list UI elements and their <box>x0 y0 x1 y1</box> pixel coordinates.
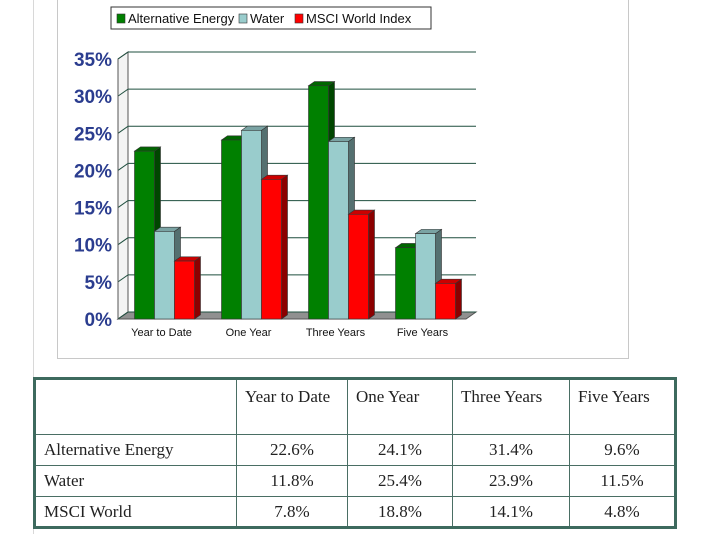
table-cell: 11.5% <box>569 465 676 497</box>
table-cell: 22.6% <box>236 434 348 466</box>
bar <box>395 247 416 320</box>
gridline-depth <box>117 311 129 320</box>
legend-label: Water <box>250 11 285 26</box>
table-cell: 25.4% <box>347 465 453 497</box>
row-label: Water <box>34 465 237 497</box>
legend-swatch <box>238 13 248 24</box>
table-header-row: Year to Date One Year Three Years Five Y… <box>34 378 676 435</box>
table-header-cell <box>34 378 237 435</box>
y-tick-label: 10% <box>74 236 112 257</box>
bar-side <box>455 278 462 320</box>
bar-group-msci-world-index <box>260 174 289 320</box>
legend-box <box>110 6 432 30</box>
bar <box>348 213 369 320</box>
table-cell: 7.8% <box>236 496 348 528</box>
row-label: MSCI World <box>34 496 237 528</box>
bar-side <box>281 174 288 320</box>
y-tick-label: 30% <box>74 87 112 108</box>
table-header-cell: Year to Date <box>236 378 348 435</box>
row-label: Alternative Energy <box>34 434 237 466</box>
legend: Alternative Energy Water MSCI World Index <box>110 6 432 30</box>
bar <box>154 231 175 320</box>
table-header-cell: Three Years <box>452 378 570 435</box>
bar <box>241 130 262 320</box>
table-cell: 9.6% <box>569 434 676 466</box>
x-tick-label: Three Years <box>306 327 366 339</box>
table-header-cell: One Year <box>347 378 453 435</box>
bar <box>415 233 436 320</box>
bar-group-msci-world-index <box>434 278 463 320</box>
gridline-depth <box>117 200 129 208</box>
gridline-depth <box>117 88 129 97</box>
table-cell: 11.8% <box>236 465 348 497</box>
bar <box>435 283 456 320</box>
bar <box>328 141 349 320</box>
bar-group-msci-world-index <box>347 209 376 320</box>
bar-chart: 0% 5% 10% 15% 20% 25% 30% 35% Year to Date One Ye… <box>74 6 478 339</box>
table-cell: 24.1% <box>347 434 453 466</box>
bar <box>221 139 242 320</box>
y-tick-label: 25% <box>74 124 112 145</box>
bar-side <box>194 256 201 320</box>
table-cell: 18.8% <box>347 496 453 528</box>
table-row: MSCI World 7.8% 18.8% 14.1% 4.8% <box>34 496 676 528</box>
chart-frame: 0% 5% 10% 15% 20% 25% 30% 35% Year to Date One Ye… <box>57 0 629 359</box>
legend-label: MSCI World Index <box>306 11 412 26</box>
table-cell: 23.9% <box>452 465 570 497</box>
gridline-depth <box>117 237 129 246</box>
bar-group-msci-world-index <box>173 256 202 320</box>
table-cell: 4.8% <box>569 496 676 528</box>
bar <box>261 179 282 320</box>
table-row: Alternative Energy 22.6% 24.1% 31.4% 9.6… <box>34 434 676 466</box>
bar <box>134 150 155 320</box>
y-tick-label: 20% <box>74 161 112 182</box>
legend-swatch <box>116 13 126 24</box>
page-divider-line <box>33 0 34 534</box>
x-tick-label: Five Years <box>397 327 449 339</box>
bar <box>174 260 195 320</box>
y-tick-label: 0% <box>85 310 113 331</box>
table-row: Water 11.8% 25.4% 23.9% 11.5% <box>34 465 676 497</box>
y-tick-label: 35% <box>74 50 112 71</box>
bar-side <box>368 209 375 320</box>
table-header-cell: Five Years <box>569 378 676 435</box>
legend-swatch <box>294 13 304 24</box>
gridline-depth <box>117 274 129 283</box>
data-table: Year to Date One Year Three Years Five Y… <box>33 377 677 529</box>
table-cell: 14.1% <box>452 496 570 528</box>
bar <box>308 85 329 320</box>
y-tick-label: 5% <box>85 273 113 294</box>
gridline-depth <box>117 125 129 134</box>
y-tick-label: 15% <box>74 199 112 220</box>
legend-label: Alternative Energy <box>128 11 235 26</box>
gridline-depth <box>117 51 129 60</box>
table-cell: 31.4% <box>452 434 570 466</box>
x-tick-label: One Year <box>226 327 272 339</box>
gridline-depth <box>117 163 129 171</box>
x-tick-label: Year to Date <box>131 327 192 339</box>
